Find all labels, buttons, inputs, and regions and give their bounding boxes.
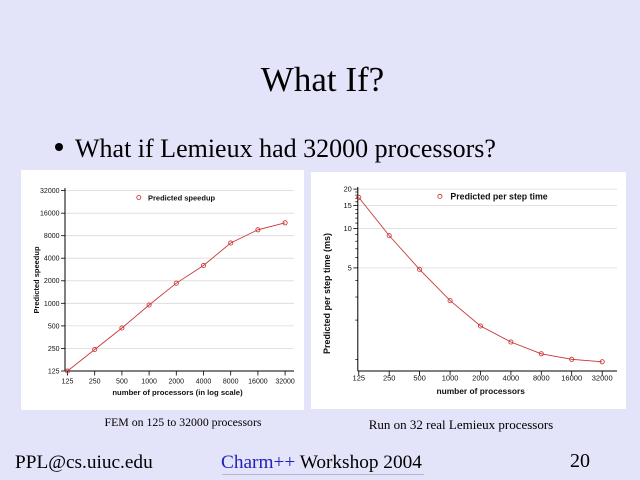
svg-text:number of processors (in log s: number of processors (in log scale)	[112, 388, 243, 397]
svg-text:8000: 8000	[223, 379, 239, 386]
svg-text:16000: 16000	[561, 374, 582, 383]
svg-text:500: 500	[413, 374, 426, 383]
svg-text:5: 5	[348, 264, 352, 273]
svg-text:10: 10	[343, 224, 351, 233]
svg-text:1000: 1000	[442, 374, 459, 383]
svg-text:32000: 32000	[40, 188, 60, 195]
svg-text:Predicted speedup: Predicted speedup	[32, 246, 41, 314]
svg-text:2000: 2000	[472, 374, 489, 383]
svg-text:4000: 4000	[196, 379, 212, 386]
svg-text:1000: 1000	[141, 379, 157, 386]
svg-text:Predicted per step time: Predicted per step time	[450, 192, 547, 202]
svg-text:8000: 8000	[533, 374, 550, 383]
svg-text:4000: 4000	[503, 374, 520, 383]
svg-text:16000: 16000	[40, 211, 60, 218]
svg-text:4000: 4000	[44, 256, 60, 263]
svg-text:125: 125	[353, 374, 366, 383]
svg-text:16000: 16000	[248, 379, 268, 386]
svg-text:250: 250	[48, 346, 60, 353]
svg-text:32000: 32000	[592, 374, 613, 383]
svg-text:125: 125	[48, 368, 60, 375]
svg-text:2000: 2000	[169, 379, 185, 386]
svg-text:250: 250	[89, 379, 101, 386]
svg-text:15: 15	[343, 201, 351, 210]
svg-text:500: 500	[116, 379, 128, 386]
svg-text:Predicted per step time (ms): Predicted per step time (ms)	[322, 233, 332, 354]
svg-text:125: 125	[62, 379, 74, 386]
svg-text:2000: 2000	[44, 278, 60, 285]
svg-text:1000: 1000	[44, 301, 60, 308]
svg-text:250: 250	[383, 374, 396, 383]
svg-text:20: 20	[343, 185, 351, 194]
svg-text:500: 500	[48, 323, 60, 330]
svg-text:Predicted speedup: Predicted speedup	[148, 193, 216, 202]
svg-text:8000: 8000	[44, 233, 60, 240]
svg-text:number of processors: number of processors	[436, 386, 525, 396]
svg-text:32000: 32000	[275, 379, 295, 386]
